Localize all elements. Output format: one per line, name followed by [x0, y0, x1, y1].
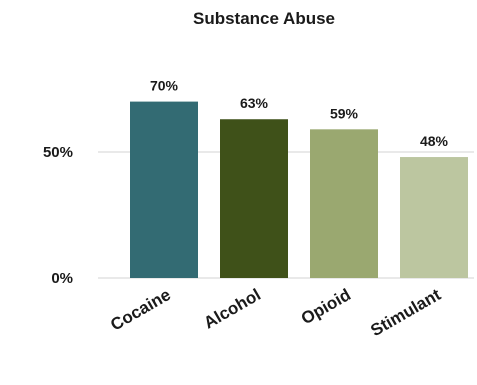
data-label-stimulant: 48% — [420, 133, 449, 149]
y-tick-label: 0% — [51, 270, 73, 287]
bar-cocaine — [130, 101, 198, 278]
y-axis-tick-labels: 0% 50% — [43, 144, 73, 287]
category-label-opioid: Opioid — [298, 285, 354, 328]
y-tick-label: 50% — [43, 144, 73, 161]
x-axis-category-labels: Cocaine Alcohol Opioid Stimulant — [107, 285, 444, 340]
bar-opioid — [310, 129, 378, 278]
category-label-stimulant: Stimulant — [367, 285, 444, 340]
category-label-alcohol: Alcohol — [201, 285, 264, 333]
data-label-cocaine: 70% — [150, 78, 179, 94]
data-labels: 70% 63% 59% 48% — [150, 78, 449, 149]
chart-title: Substance Abuse — [193, 9, 335, 28]
bar-stimulant — [400, 157, 468, 278]
category-label-cocaine: Cocaine — [107, 285, 174, 335]
data-label-alcohol: 63% — [240, 95, 269, 111]
bar-alcohol — [220, 119, 288, 279]
data-label-opioid: 59% — [330, 105, 359, 121]
bars — [130, 101, 468, 279]
